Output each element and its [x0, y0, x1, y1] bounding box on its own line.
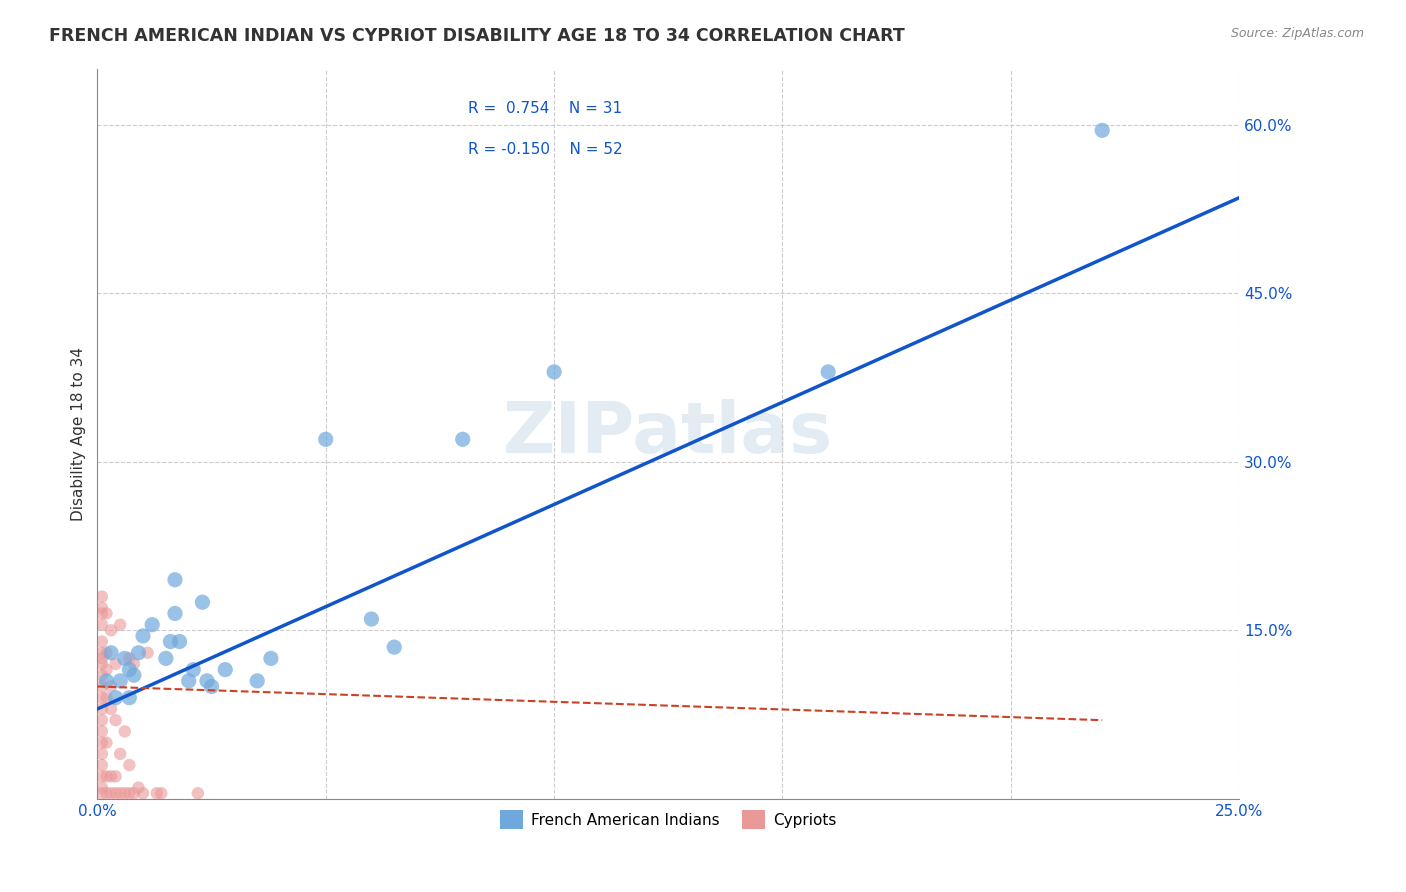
Cypriots — [114, 724, 136, 739]
French American Indians — [177, 673, 200, 688]
Cypriots — [90, 607, 112, 621]
French American Indians — [260, 651, 283, 665]
Cypriots — [90, 780, 112, 795]
Cypriots — [90, 680, 112, 694]
Cypriots — [96, 607, 118, 621]
French American Indians — [195, 673, 218, 688]
Cypriots — [122, 657, 145, 671]
Cypriots — [118, 786, 141, 800]
French American Indians — [246, 673, 269, 688]
Cypriots — [96, 786, 118, 800]
French American Indians — [163, 573, 186, 587]
French American Indians — [118, 690, 141, 705]
Cypriots — [100, 624, 122, 638]
French American Indians — [155, 651, 177, 665]
Cypriots — [90, 724, 112, 739]
Cypriots — [132, 786, 155, 800]
Legend: French American Indians, Cypriots: French American Indians, Cypriots — [494, 805, 842, 835]
French American Indians — [451, 432, 474, 446]
Cypriots — [90, 690, 112, 705]
Cypriots — [90, 702, 112, 716]
Text: Source: ZipAtlas.com: Source: ZipAtlas.com — [1230, 27, 1364, 40]
Cypriots — [90, 617, 112, 632]
French American Indians — [96, 673, 118, 688]
French American Indians — [191, 595, 214, 609]
Cypriots — [108, 617, 131, 632]
Cypriots — [150, 786, 173, 800]
French American Indians — [163, 607, 186, 621]
Cypriots — [96, 646, 118, 660]
French American Indians — [169, 634, 191, 648]
Cypriots — [90, 600, 112, 615]
French American Indians — [108, 673, 131, 688]
Cypriots — [90, 713, 112, 727]
Cypriots — [100, 680, 122, 694]
French American Indians — [132, 629, 155, 643]
Text: R =  0.754    N = 31: R = 0.754 N = 31 — [468, 102, 623, 116]
Cypriots — [118, 758, 141, 772]
French American Indians — [159, 634, 181, 648]
French American Indians — [122, 668, 145, 682]
French American Indians — [214, 663, 236, 677]
Cypriots — [90, 758, 112, 772]
Cypriots — [114, 786, 136, 800]
Cypriots — [100, 786, 122, 800]
French American Indians — [1091, 123, 1114, 137]
Cypriots — [96, 690, 118, 705]
Cypriots — [90, 651, 112, 665]
Text: FRENCH AMERICAN INDIAN VS CYPRIOT DISABILITY AGE 18 TO 34 CORRELATION CHART: FRENCH AMERICAN INDIAN VS CYPRIOT DISABI… — [49, 27, 905, 45]
Cypriots — [90, 668, 112, 682]
Cypriots — [100, 702, 122, 716]
French American Indians — [315, 432, 337, 446]
Cypriots — [90, 736, 112, 750]
Cypriots — [122, 786, 145, 800]
Cypriots — [187, 786, 209, 800]
French American Indians — [118, 663, 141, 677]
Cypriots — [96, 663, 118, 677]
Cypriots — [145, 786, 167, 800]
Cypriots — [104, 786, 127, 800]
French American Indians — [360, 612, 382, 626]
Cypriots — [136, 646, 159, 660]
Cypriots — [90, 769, 112, 783]
French American Indians — [104, 690, 127, 705]
French American Indians — [114, 651, 136, 665]
French American Indians — [100, 646, 122, 660]
Cypriots — [100, 769, 122, 783]
Cypriots — [96, 736, 118, 750]
French American Indians — [127, 646, 149, 660]
Cypriots — [118, 651, 141, 665]
Y-axis label: Disability Age 18 to 34: Disability Age 18 to 34 — [72, 347, 86, 521]
Cypriots — [108, 786, 131, 800]
Cypriots — [90, 657, 112, 671]
French American Indians — [543, 365, 565, 379]
French American Indians — [141, 617, 163, 632]
French American Indians — [200, 680, 222, 694]
Cypriots — [108, 747, 131, 761]
Cypriots — [90, 590, 112, 604]
Cypriots — [104, 657, 127, 671]
French American Indians — [382, 640, 405, 655]
Text: R = -0.150    N = 52: R = -0.150 N = 52 — [468, 142, 623, 157]
Cypriots — [104, 769, 127, 783]
Cypriots — [127, 780, 149, 795]
French American Indians — [817, 365, 839, 379]
Cypriots — [90, 634, 112, 648]
Cypriots — [90, 646, 112, 660]
Text: ZIPatlas: ZIPatlas — [503, 400, 834, 468]
Cypriots — [104, 713, 127, 727]
Cypriots — [90, 747, 112, 761]
Cypriots — [90, 786, 112, 800]
French American Indians — [181, 663, 204, 677]
Cypriots — [96, 769, 118, 783]
